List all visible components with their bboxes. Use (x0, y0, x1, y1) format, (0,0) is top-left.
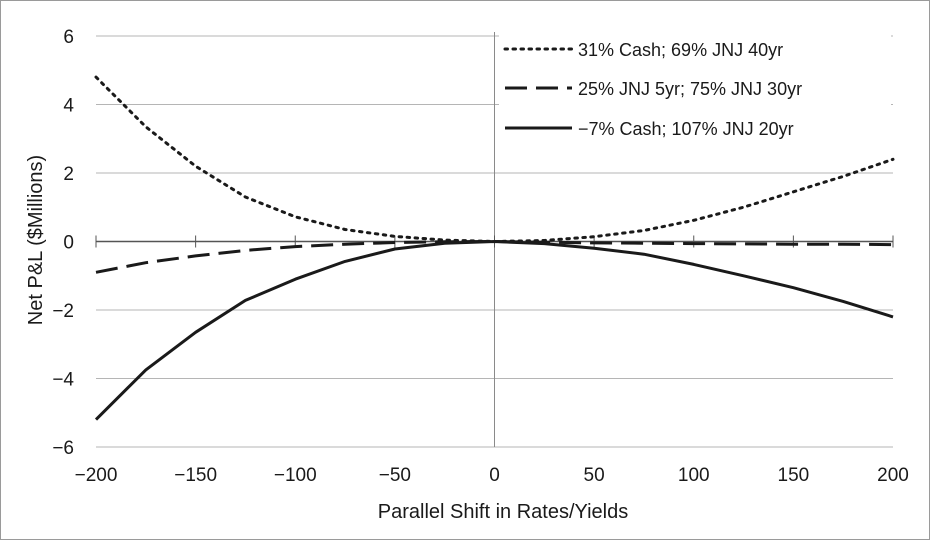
x-axis-title: Parallel Shift in Rates/Yields (378, 501, 629, 523)
x-tick-label: −200 (75, 465, 118, 486)
x-tick-label: 0 (489, 465, 500, 486)
x-tick-label: −50 (379, 465, 411, 486)
y-tick-label: 2 (63, 164, 74, 185)
y-axis-title: Net P&L ($Millions) (25, 155, 47, 325)
x-tick-label: −150 (174, 465, 217, 486)
x-tick-label: 150 (778, 465, 810, 486)
series-line-2 (95, 240, 894, 274)
x-tick-label: 100 (678, 465, 710, 486)
legend-label-1: 31% Cash; 69% JNJ 40yr (578, 40, 783, 60)
y-tick-label: −6 (52, 438, 74, 459)
series-layer (94, 75, 895, 421)
axis-layer: −6 −4 −2 0 2 4 6 −200 −150 −100 −50 0 50 100 150 200 (52, 27, 909, 486)
x-tick-label: −100 (274, 465, 317, 486)
x-tick-label: 50 (584, 465, 605, 486)
y-tick-label: 6 (63, 27, 74, 48)
x-tick-label: 200 (877, 465, 909, 486)
y-tick-label: 0 (63, 233, 74, 254)
y-tick-label: 4 (63, 96, 74, 117)
y-tick-label: −2 (52, 301, 74, 322)
y-tick-label: −4 (52, 370, 74, 391)
legend-label-2: 25% JNJ 5yr; 75% JNJ 30yr (578, 79, 802, 99)
legend: 31% Cash; 69% JNJ 40yr 25% JNJ 5yr; 75% J… (499, 30, 891, 148)
legend-label-3: −7% Cash; 107% JNJ 20yr (578, 119, 794, 139)
series-line-3 (94, 240, 894, 421)
